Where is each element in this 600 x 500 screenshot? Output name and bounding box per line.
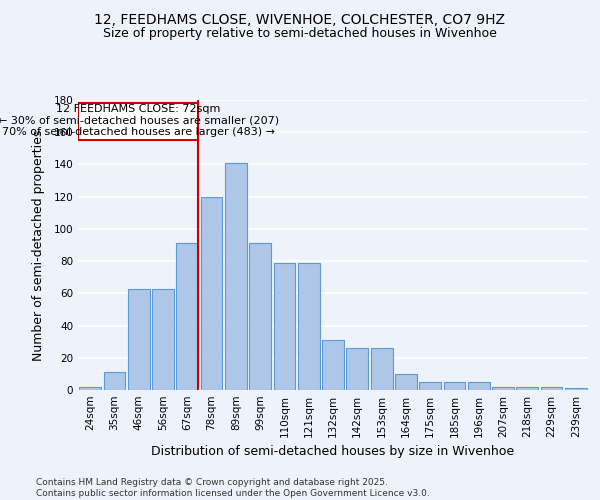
Bar: [128, 288, 149, 390]
Bar: [517, 387, 538, 390]
FancyBboxPatch shape: [78, 103, 198, 141]
Bar: [274, 262, 295, 390]
Y-axis label: Number of semi-detached properties: Number of semi-detached properties: [32, 130, 45, 360]
Text: ← 30% of semi-detached houses are smaller (207): ← 30% of semi-detached houses are smalle…: [0, 116, 278, 126]
Text: 12 FEEDHAMS CLOSE: 72sqm: 12 FEEDHAMS CLOSE: 72sqm: [56, 104, 220, 114]
Bar: [298, 262, 320, 390]
Bar: [565, 388, 587, 390]
Bar: [176, 244, 198, 390]
Bar: [395, 374, 417, 390]
Bar: [443, 382, 466, 390]
Text: Size of property relative to semi-detached houses in Wivenhoe: Size of property relative to semi-detach…: [103, 28, 497, 40]
Bar: [152, 288, 174, 390]
Text: 70% of semi-detached houses are larger (483) →: 70% of semi-detached houses are larger (…: [2, 127, 275, 137]
Text: 12, FEEDHAMS CLOSE, WIVENHOE, COLCHESTER, CO7 9HZ: 12, FEEDHAMS CLOSE, WIVENHOE, COLCHESTER…: [95, 12, 505, 26]
Bar: [104, 372, 125, 390]
Bar: [225, 163, 247, 390]
Bar: [249, 244, 271, 390]
Bar: [419, 382, 441, 390]
Text: Contains HM Land Registry data © Crown copyright and database right 2025.
Contai: Contains HM Land Registry data © Crown c…: [36, 478, 430, 498]
Bar: [322, 340, 344, 390]
Bar: [468, 382, 490, 390]
Bar: [79, 387, 101, 390]
Bar: [371, 348, 392, 390]
Bar: [541, 387, 562, 390]
X-axis label: Distribution of semi-detached houses by size in Wivenhoe: Distribution of semi-detached houses by …: [151, 446, 515, 458]
Bar: [492, 387, 514, 390]
Bar: [346, 348, 368, 390]
Bar: [200, 196, 223, 390]
